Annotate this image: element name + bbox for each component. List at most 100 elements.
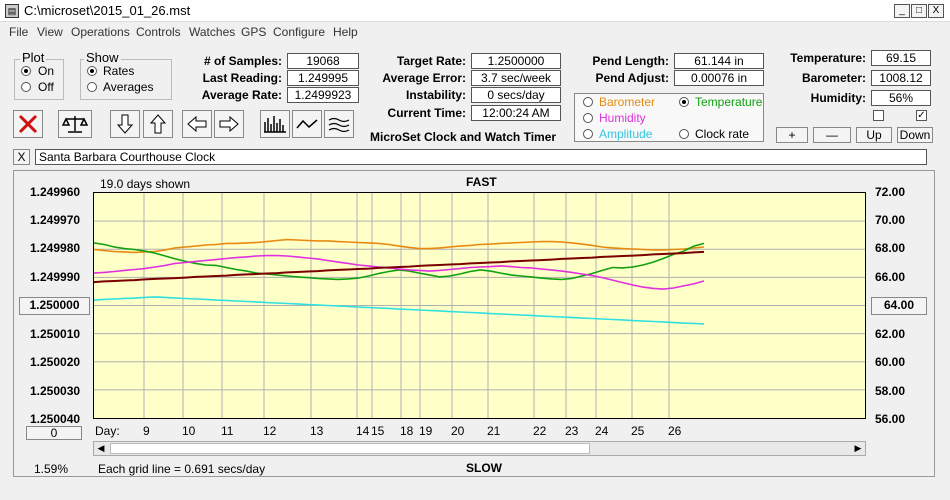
- left-tick-6: 1.250020: [30, 355, 81, 369]
- day-label-15: 15: [371, 424, 385, 438]
- barometer-radio[interactable]: [583, 97, 593, 107]
- left-tick-2: 1.249980: [30, 241, 81, 255]
- scroll-right-arrow[interactable]: ▶: [854, 443, 862, 453]
- checkbox-1[interactable]: [873, 110, 884, 121]
- samples-field: 19068: [287, 53, 359, 69]
- menu-operations[interactable]: Operations: [71, 25, 130, 39]
- amplitude-radio[interactable]: [583, 129, 593, 139]
- app-name-label: MicroSet Clock and Watch Timer: [370, 130, 557, 144]
- menu-bar: File View Operations Controls Watches GP…: [0, 23, 950, 42]
- maximize-button[interactable]: □: [911, 4, 927, 18]
- bottom-value-box[interactable]: 0: [26, 426, 82, 440]
- days-shown-label: 19.0 days shown: [100, 177, 191, 191]
- day-label-18: 18: [400, 424, 414, 438]
- down-button[interactable]: Down: [897, 127, 933, 143]
- day-label-24: 24: [595, 424, 609, 438]
- rate-series-line: [93, 250, 705, 284]
- day-label-13: 13: [310, 424, 324, 438]
- left-value-box[interactable]: 1.250000: [19, 297, 90, 315]
- instability-label: Instability:: [405, 88, 466, 102]
- left-tick-1: 1.249970: [30, 213, 81, 227]
- day-label-21: 21: [487, 424, 501, 438]
- average-error-field: 3.7 sec/week: [471, 70, 561, 86]
- day-label-9: 9: [143, 424, 150, 438]
- arrow-left-button[interactable]: [182, 110, 212, 138]
- plot-off-radio[interactable]: [21, 82, 31, 92]
- show-averages-radio[interactable]: [87, 82, 97, 92]
- title-bar: ▤ C:\microset\2015_01_26.mst _ □ X: [0, 0, 950, 22]
- target-rate-label: Target Rate:: [396, 54, 466, 68]
- minus-button[interactable]: —: [813, 127, 851, 143]
- plus-button[interactable]: +: [776, 127, 808, 143]
- menu-configure[interactable]: Configure: [273, 25, 326, 39]
- plot-on-radio[interactable]: [21, 66, 31, 76]
- current-time-field: 12:00:24 AM: [471, 105, 561, 121]
- scroll-thumb[interactable]: [110, 443, 590, 454]
- arrow-right-icon: [219, 115, 239, 133]
- slow-label: SLOW: [466, 461, 502, 475]
- arrow-down-button[interactable]: [110, 110, 140, 138]
- humidity-radio[interactable]: [583, 113, 593, 123]
- arrow-down-icon: [116, 114, 134, 134]
- multi-line-button[interactable]: [324, 110, 354, 138]
- day-label-20: 20: [451, 424, 465, 438]
- right-tick-5: 62.00: [875, 327, 906, 341]
- menu-controls[interactable]: Controls: [136, 25, 181, 39]
- temperature-option-label: Temperature: [695, 95, 763, 109]
- balance-button[interactable]: [58, 110, 92, 138]
- right-tick-2: 68.00: [875, 241, 906, 255]
- temperature-radio[interactable]: [679, 97, 689, 107]
- horizontal-scrollbar[interactable]: ◀ ▶: [93, 441, 866, 456]
- target-rate-field[interactable]: 1.2500000: [471, 53, 561, 69]
- left-tick-0: 1.249960: [30, 185, 81, 199]
- clock-close-button[interactable]: X: [13, 149, 30, 165]
- close-button[interactable]: X: [928, 4, 944, 18]
- right-value-box[interactable]: 64.00: [871, 297, 927, 315]
- pend-adjust-field: 0.00076 in: [674, 70, 764, 86]
- balance-scale-icon: [62, 116, 88, 133]
- samples-label: # of Samples:: [203, 54, 282, 68]
- up-button[interactable]: Up: [856, 127, 892, 143]
- amplitude-option-label: Amplitude: [599, 127, 653, 141]
- window-title: C:\microset\2015_01_26.mst: [24, 3, 191, 18]
- pend-length-field[interactable]: 61.144 in: [674, 53, 764, 69]
- line-graph-button[interactable]: [292, 110, 322, 138]
- minimize-button[interactable]: _: [894, 4, 910, 18]
- grid-note: Each grid line = 0.691 secs/day: [98, 462, 266, 476]
- arrow-up-button[interactable]: [143, 110, 173, 138]
- line-graph-icon: [296, 119, 318, 129]
- sensor-options: [574, 93, 764, 142]
- day-prefix: Day:: [95, 424, 120, 438]
- temperature-label: Temperature:: [790, 51, 866, 65]
- temperature-field: 69.15: [871, 50, 931, 66]
- menu-help[interactable]: Help: [333, 25, 358, 39]
- last-reading-label: Last Reading:: [202, 71, 282, 85]
- scroll-left-arrow[interactable]: ◀: [97, 443, 105, 453]
- left-tick-5: 1.250010: [30, 327, 81, 341]
- arrow-up-icon: [149, 114, 167, 134]
- menu-gps[interactable]: GPS: [241, 25, 267, 39]
- menu-file[interactable]: File: [9, 25, 29, 39]
- arrow-left-icon: [187, 115, 207, 133]
- menu-watches[interactable]: Watches: [189, 25, 236, 39]
- right-tick-0: 72.00: [875, 185, 906, 199]
- fast-label: FAST: [466, 175, 497, 189]
- clock-rate-radio[interactable]: [679, 129, 689, 139]
- barometer-label: Barometer: [599, 95, 656, 109]
- stop-button[interactable]: [13, 110, 43, 138]
- right-tick-3: 66.00: [875, 270, 906, 284]
- day-label-19: 19: [419, 424, 433, 438]
- histogram-button[interactable]: [260, 110, 290, 138]
- checkbox-2[interactable]: ✓: [916, 110, 927, 121]
- clock-rate-label: Clock rate: [695, 127, 750, 141]
- show-rates-radio[interactable]: [87, 66, 97, 76]
- left-tick-7: 1.250030: [30, 384, 81, 398]
- show-averages-label: Averages: [103, 80, 154, 94]
- left-tick-3: 1.249990: [30, 270, 81, 284]
- arrow-right-button[interactable]: [214, 110, 244, 138]
- plot-area: [93, 192, 866, 419]
- pend-adjust-label: Pend Adjust:: [595, 71, 669, 85]
- menu-view[interactable]: View: [37, 25, 63, 39]
- barometer-field: 1008.12: [871, 70, 931, 86]
- clock-name-field[interactable]: Santa Barbara Courthouse Clock: [35, 149, 927, 165]
